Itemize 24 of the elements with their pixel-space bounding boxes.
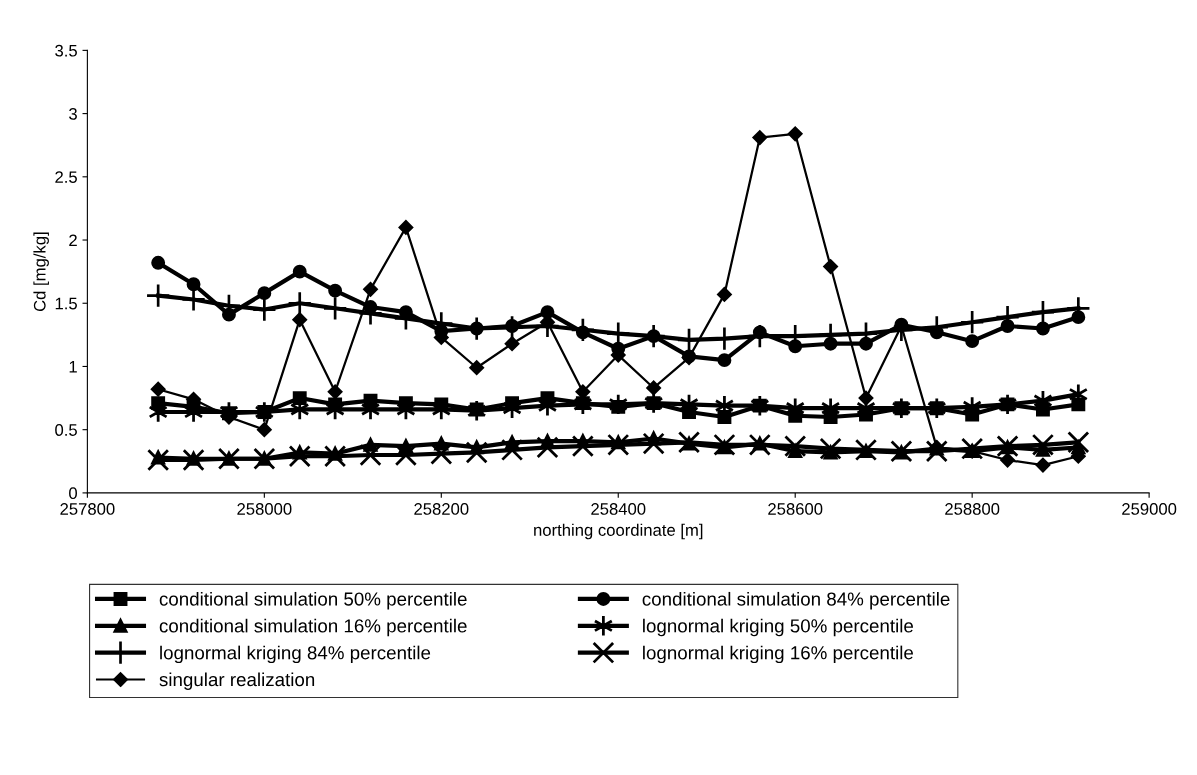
legend-label: conditional simulation 50% percentile [159, 591, 467, 610]
x-axis-title: northing coordinate [m] [534, 523, 703, 540]
legend-label: lognormal kriging 16% percentile [643, 645, 914, 664]
legend-label: singular realization [159, 672, 315, 690]
y-tick-label: 3.5 [55, 44, 77, 57]
x-tick-label: 258000 [237, 503, 292, 515]
legend-label: lognormal kriging 50% percentile [643, 618, 914, 637]
y-tick-label: 1.5 [55, 297, 77, 310]
legend-label: conditional simulation 16% percentile [159, 618, 467, 637]
y-tick-label: 0 [69, 487, 78, 500]
y-axis-title: Cd [mg/kg] [33, 232, 49, 312]
x-tick-label: 258800 [945, 503, 1000, 515]
y-tick-label: 2.5 [55, 171, 77, 184]
x-tick-label: 258400 [591, 503, 646, 515]
x-tick-label: 258200 [414, 503, 469, 515]
x-tick-label: 259000 [1122, 503, 1177, 515]
y-tick-label: 2 [69, 234, 77, 247]
x-tick-label: 257800 [60, 503, 115, 515]
legend-label: conditional simulation 84% percentile [642, 591, 950, 610]
x-tick-label: 258600 [768, 503, 823, 515]
y-tick-label: 3 [69, 107, 77, 120]
y-tick-label: 1 [69, 361, 77, 373]
legend-label: lognormal kriging 84% percentile [160, 645, 431, 664]
y-tick-label: 0.5 [55, 424, 77, 436]
